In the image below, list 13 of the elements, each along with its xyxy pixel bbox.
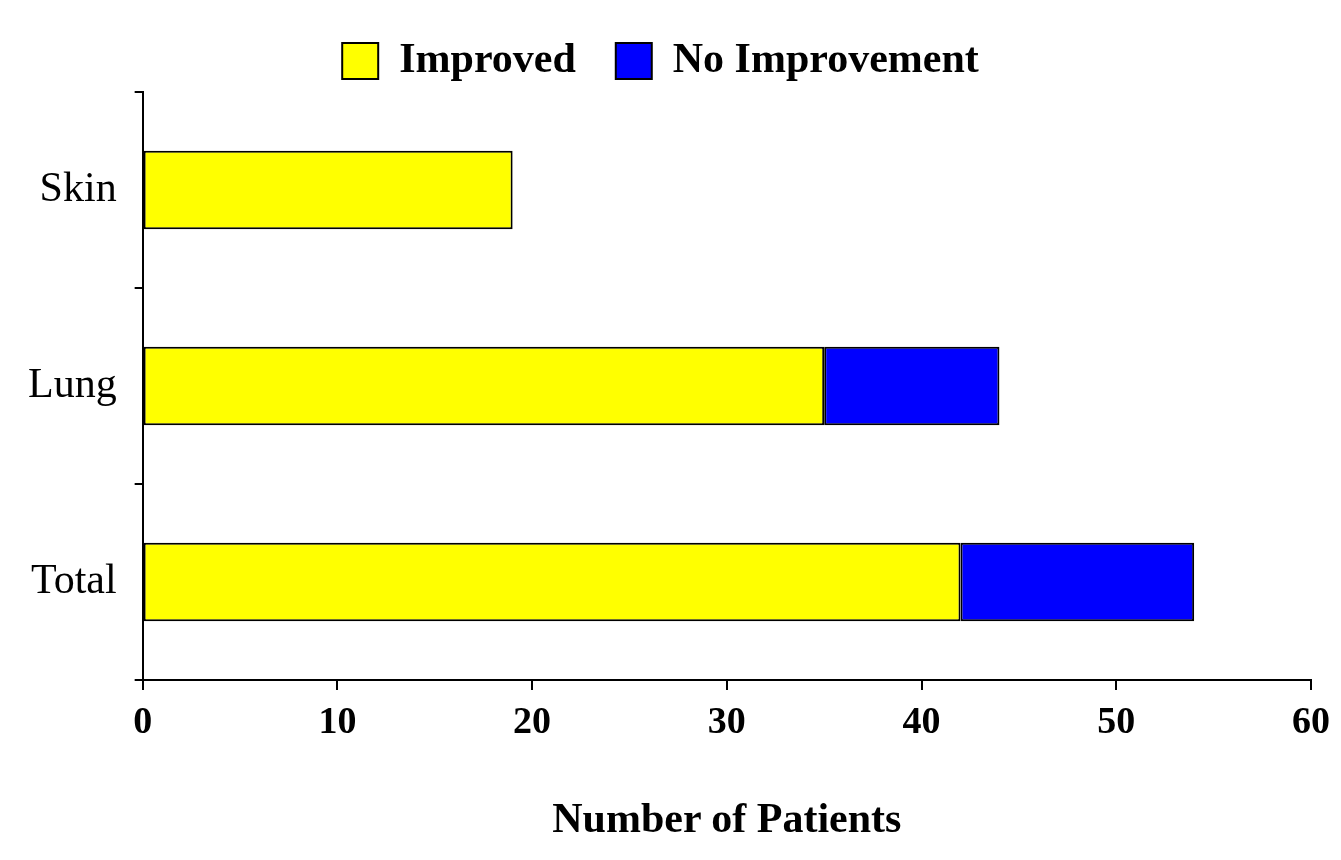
- y-tick-label: Skin: [39, 164, 117, 211]
- x-tick-label: 0: [133, 698, 153, 741]
- x-tick-label: 40: [902, 698, 941, 741]
- x-tick-label: 20: [513, 698, 552, 741]
- legend-label: No Improvement: [672, 34, 979, 81]
- x-axis-title: Number of Patients: [552, 794, 902, 841]
- x-tick-label: 50: [1097, 698, 1136, 741]
- y-tick-label: Lung: [28, 360, 117, 407]
- legend-label: Improved: [399, 34, 576, 81]
- x-tick-label: 30: [707, 698, 746, 741]
- x-tick-label: 60: [1292, 698, 1330, 741]
- y-tick-label: Total: [30, 556, 117, 603]
- x-tick-label: 10: [318, 698, 357, 741]
